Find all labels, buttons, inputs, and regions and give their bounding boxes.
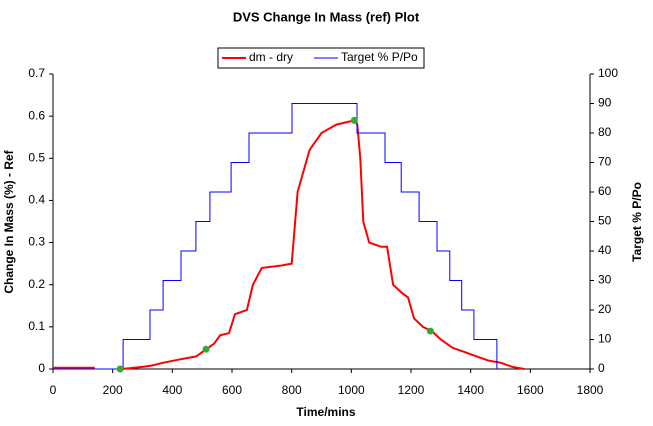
y2-tick-label: 50 bbox=[598, 214, 612, 228]
x-tick-label: 1000 bbox=[338, 383, 365, 397]
x-tick-label: 800 bbox=[282, 383, 302, 397]
y2-tick-label: 30 bbox=[598, 273, 612, 287]
y-tick-label: 0.1 bbox=[28, 319, 45, 333]
marker-point bbox=[202, 345, 210, 353]
y2-axis-label: Target % P/Po bbox=[630, 182, 644, 262]
y-tick-label: 0.5 bbox=[28, 150, 45, 164]
chart-title: DVS Change In Mass (ref) Plot bbox=[233, 9, 420, 24]
marker-point bbox=[426, 327, 434, 335]
y2-tick-label: 0 bbox=[598, 361, 605, 375]
y-tick-label: 0.4 bbox=[28, 193, 45, 207]
y2-tick-label: 90 bbox=[598, 96, 612, 110]
legend-label: Target % P/Po bbox=[341, 50, 418, 64]
x-tick-label: 1200 bbox=[398, 383, 425, 397]
y2-tick-label: 70 bbox=[598, 155, 612, 169]
x-tick-label: 600 bbox=[222, 383, 242, 397]
y2-tick-label: 10 bbox=[598, 332, 612, 346]
y-tick-label: 0.7 bbox=[28, 66, 45, 80]
y-axis-label: Change In Mass (%) - Ref bbox=[2, 149, 16, 293]
y2-tick-label: 100 bbox=[598, 66, 618, 80]
x-tick-label: 1800 bbox=[577, 383, 604, 397]
y2-tick-label: 60 bbox=[598, 184, 612, 198]
x-tick-label: 400 bbox=[162, 383, 182, 397]
x-tick-label: 1600 bbox=[517, 383, 544, 397]
legend-label: dm - dry bbox=[249, 50, 293, 64]
marker-point bbox=[116, 365, 124, 373]
x-tick-label: 1400 bbox=[457, 383, 484, 397]
x-axis-label: Time/mins bbox=[296, 405, 355, 419]
y-tick-label: 0 bbox=[38, 361, 45, 375]
series-line bbox=[53, 119, 525, 370]
y2-tick-label: 20 bbox=[598, 302, 612, 316]
y2-tick-label: 80 bbox=[598, 125, 612, 139]
y2-tick-label: 40 bbox=[598, 243, 612, 257]
x-tick-label: 200 bbox=[103, 383, 123, 397]
y-tick-label: 0.2 bbox=[28, 277, 45, 291]
series-line bbox=[53, 103, 498, 370]
y-tick-label: 0.6 bbox=[28, 108, 45, 122]
marker-point bbox=[350, 116, 358, 124]
x-tick-label: 0 bbox=[50, 383, 57, 397]
y-tick-label: 0.3 bbox=[28, 235, 45, 249]
